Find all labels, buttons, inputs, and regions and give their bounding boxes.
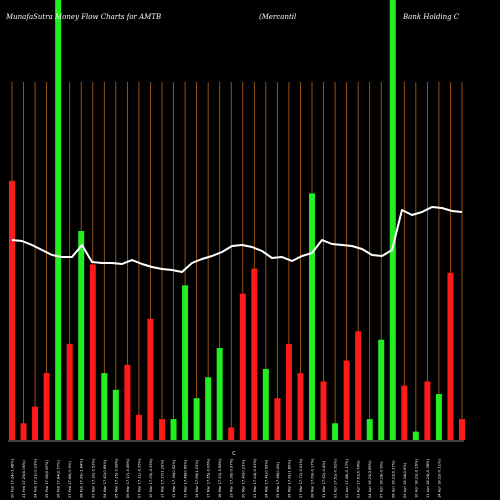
x-tick-label: 26 Mar 17.81(1.89%): [287, 459, 291, 498]
x-tick-label: 07 Apr 18.18(-0.6%): [380, 461, 384, 498]
x-tick-label: 11 Mar 17.27(1.29%): [161, 459, 165, 498]
x-tick-label: 04 Mar 17.42(0.69%): [103, 459, 107, 498]
bar-green: [112, 389, 119, 440]
bar-green: [55, 0, 62, 440]
bar-green: [78, 231, 85, 440]
bar-red: [124, 364, 131, 440]
bar-green: [332, 423, 339, 440]
x-tick-labels: 20 Feb 17.24(-1.48%) 21 Feb 17.25(0.06%)…: [11, 458, 442, 498]
bar-green: [101, 373, 108, 440]
x-tick-label: 24 Mar 17.41(0.99%): [264, 459, 268, 498]
x-tick-label: 10 Apr 18.31(-0.16%): [414, 459, 418, 498]
x-tick-label: 14 Mar 17.66(1.03%): [195, 459, 199, 498]
bar-red: [320, 381, 327, 440]
bar-red: [297, 373, 304, 440]
chart-title-right: Bank Holding C: [402, 13, 460, 21]
x-tick-label: 03 Apr 17.61(0.74%): [357, 460, 361, 498]
bar-green: [309, 193, 315, 440]
x-tick-label: 19 Mar 17.36(-0.97%): [230, 458, 234, 498]
x-tick-label: 08 Apr 18.23(0.27%): [391, 460, 395, 498]
x-tick-label: 11 Apr 18.24(-0.38%): [426, 459, 430, 498]
bar-red: [343, 360, 350, 440]
bar-green: [366, 419, 373, 440]
bar-red: [135, 414, 142, 440]
bar-red: [355, 331, 362, 440]
bar-green: [435, 394, 442, 440]
x-tick-label: 21 Mar 17.24(-0.92%): [253, 458, 257, 498]
bar-green: [216, 348, 223, 440]
x-tick-label: 02 Apr 17.48(-0.17%): [345, 459, 349, 498]
bar-green: [389, 0, 396, 440]
x-tick-label: 31 Mar 17.62(-0.4%): [322, 460, 326, 498]
x-tick-label: 18 Mar 17.53(-0.68%): [218, 458, 222, 498]
bar-green: [193, 398, 200, 440]
bar-red: [239, 293, 246, 440]
bar-red: [274, 398, 281, 440]
bar-red: [89, 264, 96, 440]
bar-red: [401, 385, 408, 440]
x-tick-label: 04 Apr 18.29(3.86%): [368, 460, 372, 498]
x-tick-label: 27 Mar 17.72(-0.51%): [299, 458, 303, 498]
bar-red: [424, 381, 431, 440]
x-tick-label: 13 Mar 17.48(0.69%): [184, 459, 188, 498]
x-tick-label: 17 Mar 17.65(-0.06%): [207, 458, 211, 498]
x-tick-label: 25 Mar 17.48(0.4%): [276, 462, 280, 498]
x-tick-label: 28 Feb 17.39(-1.64%): [80, 458, 84, 498]
bar-green: [205, 377, 212, 440]
bar-green: [378, 339, 385, 440]
bar-green: [262, 368, 269, 440]
x-tick-label: 07 Mar 17.11(-0.35%): [137, 458, 141, 498]
bar-red: [228, 427, 235, 440]
bar-red: [20, 423, 27, 440]
x-tick-label: 25 Feb 17.36(0.87%): [45, 460, 49, 498]
x-tick-label: 10 Mar 17.05(-0.35%): [149, 458, 153, 498]
x-tick-label: 24 Feb 17.21(-0.23%): [34, 458, 38, 498]
bar-red: [43, 373, 50, 440]
x-tick-label: 26 Feb 17.84(2.77%): [57, 460, 61, 498]
bar-red: [285, 343, 292, 440]
bar-red: [147, 318, 154, 440]
x-tick-label: 12 Mar 17.36(0.52%): [172, 459, 176, 498]
chart-title-left: MunafaSutra Money Flow Charts for AMTB: [5, 13, 161, 21]
x-tick-label: 27 Feb 17.68(-0.9%): [68, 461, 72, 498]
bar-red: [9, 180, 15, 440]
x-tick-label: 14 Apr 18.22(-0.11%): [437, 459, 441, 498]
bar-red: [66, 343, 73, 440]
bar-series: [9, 0, 465, 440]
x-tick-label: 20 Feb 17.24(-1.48%): [11, 458, 15, 498]
bar-red: [447, 272, 454, 440]
x-tick-label: 03 Mar 17.30(-0.52%): [91, 458, 95, 498]
price-line: [11, 206, 463, 273]
bar-green: [412, 431, 419, 440]
bar-red: [251, 268, 258, 440]
x-tick-label: 06 Mar 17.17(-0.46%): [126, 458, 130, 498]
x-tick-label: 05 Mar 17.25(-0.98%): [114, 458, 118, 498]
bar-green: [170, 419, 177, 440]
bar-green: [182, 285, 189, 440]
x-tick-label: 20 Mar 17.40(0.23%): [241, 459, 245, 498]
x-tick-label: 01 Apr 17.51(-0.62%): [334, 459, 338, 498]
bar-red: [459, 419, 465, 440]
bar-red: [159, 419, 165, 440]
bar-red: [32, 406, 39, 440]
chart-title-middle: (Mercantil: [259, 13, 296, 21]
x-axis-label: C: [232, 451, 236, 457]
x-tick-label: 21 Feb 17.25(0.06%): [22, 460, 26, 498]
x-tick-label: 28 Mar 17.69(-0.17%): [311, 458, 315, 498]
x-tick-label: 09 Apr 18.34(0.6%): [403, 462, 407, 498]
